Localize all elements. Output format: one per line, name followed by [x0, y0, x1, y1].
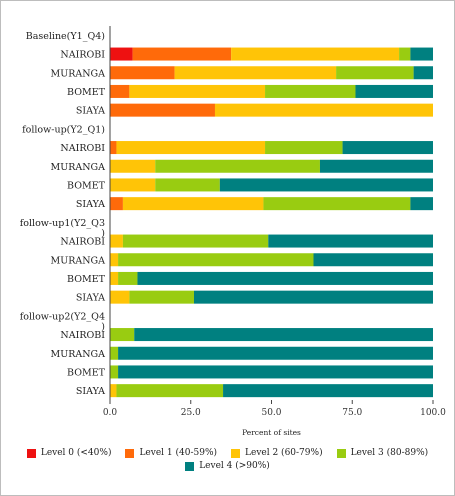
bar-segment: [219, 178, 433, 192]
bar-segment: [399, 47, 411, 61]
bar-segment: [110, 47, 133, 61]
x-tick-label: 75.0: [342, 408, 362, 418]
legend-item: Level 3 (80-89%): [336, 448, 429, 458]
legend: Level 0 (<40%) Level 1 (40-59%) Level 2 (6…: [0, 448, 455, 474]
category-label: BOMET: [67, 87, 106, 98]
bar-segment: [313, 253, 433, 267]
category-label: NAIROBI: [60, 143, 105, 154]
bar-segment: [110, 84, 130, 98]
bar-segment: [214, 103, 433, 117]
legend-label: Level 0 (<40%): [40, 448, 112, 458]
bar-segment: [110, 141, 117, 155]
category-label: Baseline(Y1_Q4): [26, 31, 105, 42]
bar-segment: [110, 66, 175, 80]
bar-segment: [110, 253, 119, 267]
bar-segment: [319, 159, 433, 173]
bar-segment: [410, 197, 433, 211]
bar-segment: [263, 197, 411, 211]
x-axis-title: Percent of sites: [242, 428, 301, 437]
bar-segment: [132, 47, 232, 61]
category-label: MURANGA: [50, 349, 105, 360]
bar-segment: [110, 384, 117, 398]
category-label: SIAYA: [76, 106, 105, 117]
bar-segment: [265, 84, 356, 98]
bars: [110, 47, 433, 398]
bar-segment: [110, 365, 119, 379]
category-labels: Baseline(Y1_Q4) NAIROBI MURANGA BOMET SIAYA f…: [20, 31, 106, 397]
legend-swatch: [26, 448, 36, 458]
category-label: SIAYA: [76, 386, 105, 397]
bar-segment: [118, 271, 138, 285]
category-label: MURANGA: [50, 162, 105, 173]
category-label: follow-up1(Y2_Q3): [20, 218, 105, 239]
bar-segment: [122, 234, 269, 248]
category-label: MURANGA: [50, 68, 105, 79]
bar-segment: [410, 47, 433, 61]
legend-label: Level 4 (>90%): [199, 461, 270, 471]
category-label: SIAYA: [76, 293, 105, 304]
category-label: BOMET: [67, 180, 106, 191]
bar-segment: [110, 103, 215, 117]
category-label: follow-up(Y2_Q1): [22, 124, 105, 135]
x-tick-label: 0.0: [103, 408, 118, 418]
bar-segment: [413, 66, 433, 80]
bar-segment: [110, 290, 130, 304]
bar-segment: [355, 84, 433, 98]
bar-segment: [342, 141, 433, 155]
bar-segment: [110, 197, 123, 211]
bar-segment: [122, 197, 264, 211]
legend-swatch: [125, 448, 135, 458]
bar-segment: [193, 290, 433, 304]
legend-item: Level 1 (40-59%): [125, 448, 217, 458]
bar-segment: [137, 271, 433, 285]
bar-segment: [129, 290, 194, 304]
bar-segment: [116, 384, 224, 398]
legend-label: Level 2 (60-79%): [245, 448, 323, 458]
bar-segment: [155, 159, 320, 173]
bar-segment: [336, 66, 414, 80]
x-axis-ticks: 0.0 25.0 50.0 75.0 100.0: [103, 400, 446, 418]
bar-segment: [110, 234, 123, 248]
legend-item: Level 0 (<40%): [26, 448, 112, 458]
category-label: BOMET: [67, 367, 106, 378]
legend-row: Level 0 (<40%) Level 1 (40-59%) Level 2 (6…: [0, 448, 455, 458]
bar-segment: [110, 328, 135, 342]
bar-segment: [265, 141, 343, 155]
x-tick-label: 25.0: [181, 408, 201, 418]
bar-segment: [155, 178, 220, 192]
x-tick-label: 50.0: [261, 408, 281, 418]
legend-swatch: [185, 461, 195, 471]
bar-segment: [110, 346, 119, 360]
legend-swatch: [231, 448, 241, 458]
category-label: SIAYA: [76, 199, 105, 210]
category-label: NAIROBI: [60, 50, 105, 61]
bar-segment: [118, 253, 314, 267]
bar-segment: [110, 159, 156, 173]
bar-segment: [129, 84, 266, 98]
legend-swatch: [336, 448, 346, 458]
bar-segment: [231, 47, 400, 61]
category-label: BOMET: [67, 274, 106, 285]
legend-row: Level 4 (>90%): [0, 461, 455, 471]
category-label: follow-up2(Y2_Q4): [20, 311, 105, 332]
bar-segment: [110, 271, 119, 285]
category-label: MURANGA: [50, 255, 105, 266]
x-tick-label: 100.0: [420, 408, 446, 418]
bar-segment: [174, 66, 337, 80]
legend-item: Level 4 (>90%): [185, 461, 270, 471]
bar-segment: [110, 178, 156, 192]
stacked-bar-chart: Baseline(Y1_Q4) NAIROBI MURANGA BOMET SIAYA f…: [20, 26, 446, 437]
category-label: NAIROBI: [60, 237, 105, 248]
bar-segment: [118, 365, 433, 379]
bar-segment: [268, 234, 433, 248]
legend-label: Level 3 (80-89%): [350, 448, 429, 458]
legend-item: Level 2 (60-79%): [231, 448, 323, 458]
bar-segment: [116, 141, 266, 155]
bar-segment: [118, 346, 433, 360]
category-label: NAIROBI: [60, 330, 105, 341]
bar-segment: [223, 384, 433, 398]
legend-label: Level 1 (40-59%): [139, 448, 218, 458]
bar-segment: [134, 328, 433, 342]
